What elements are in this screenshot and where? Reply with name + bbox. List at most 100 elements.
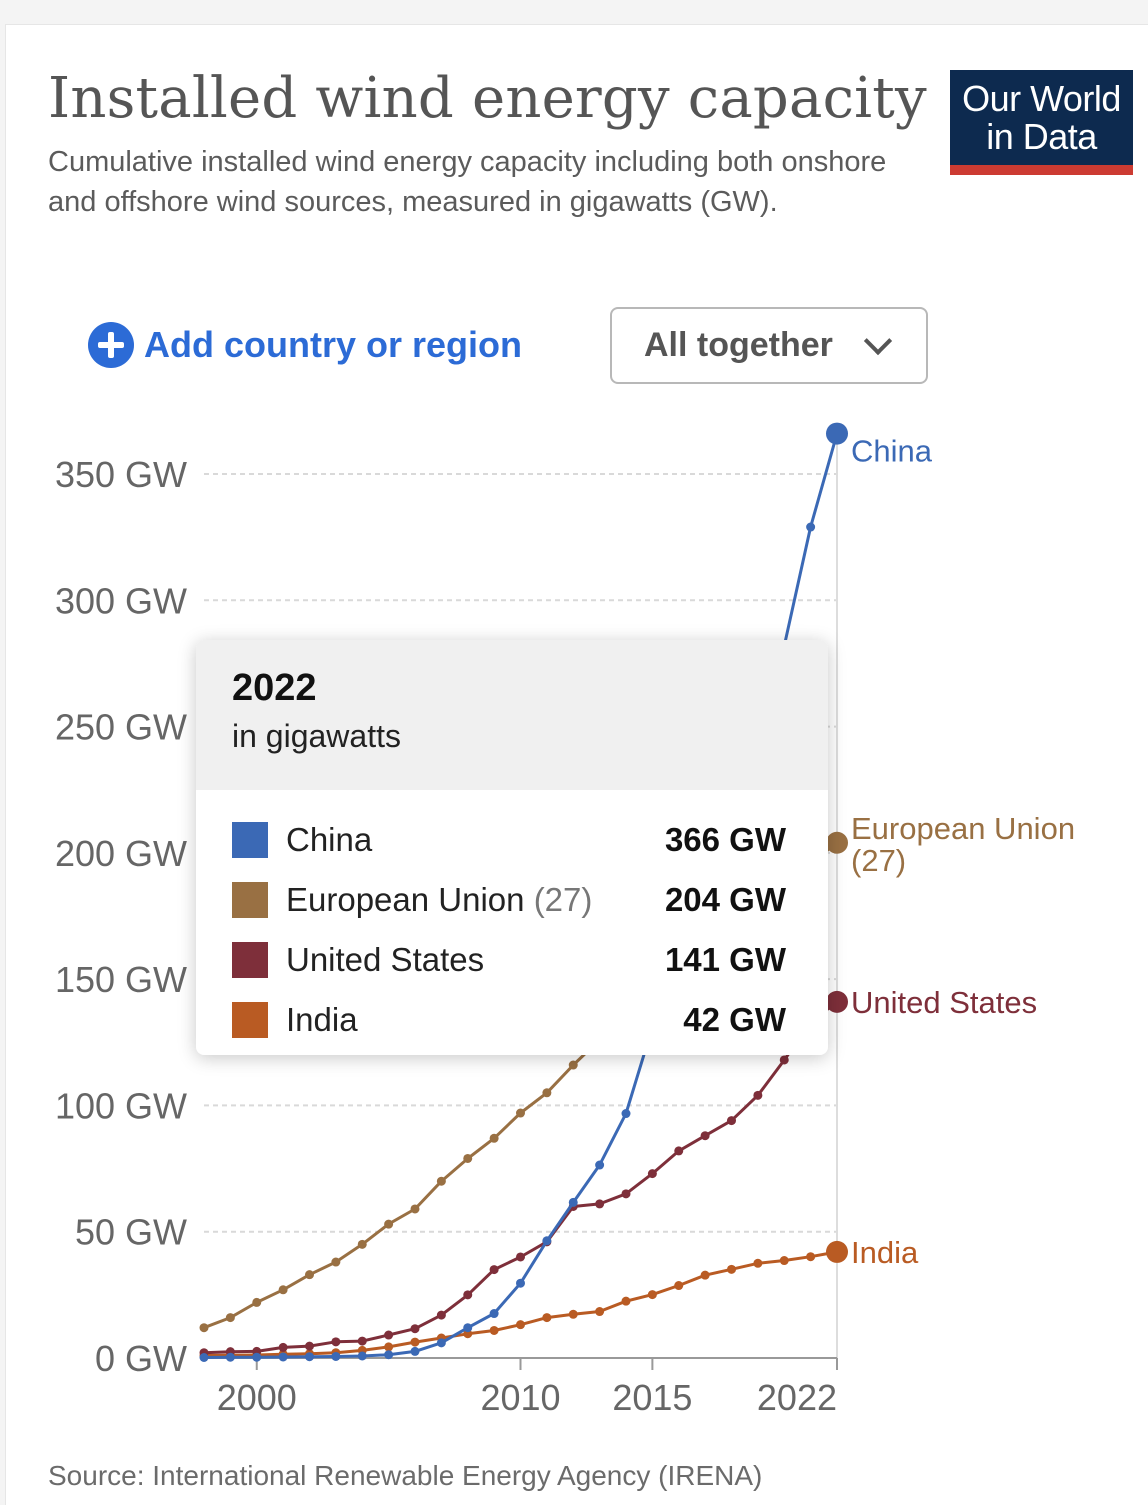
facet-dropdown[interactable]: All together (610, 307, 928, 384)
add-country-button[interactable]: Add country or region (88, 320, 522, 370)
tooltip-series-value: 42 GW (683, 1001, 786, 1038)
legend-swatch-india (232, 1002, 268, 1038)
data-point (674, 1146, 684, 1156)
legend-swatch-us (232, 942, 268, 978)
tooltip-year: 2022 (232, 667, 317, 709)
data-point (753, 1090, 763, 1100)
data-point (463, 1323, 473, 1333)
x-tick-label: 2010 (480, 1377, 560, 1418)
tooltip-row-us: United States 141 GW (196, 930, 828, 990)
data-point (516, 1108, 525, 1118)
data-point (410, 1346, 420, 1356)
y-tick-label: 350 GW (55, 454, 187, 495)
plus-circle-icon (88, 322, 134, 368)
tooltip: 2022 in gigawatts China 366 GW European … (196, 640, 828, 1055)
tooltip-series-name: European Union (286, 881, 525, 918)
owid-logo[interactable]: Our World in Data (950, 70, 1133, 175)
data-point (384, 1350, 394, 1360)
tooltip-series-suffix: (27) (533, 881, 593, 918)
data-point (516, 1252, 525, 1262)
data-point (357, 1336, 367, 1346)
data-point (595, 1160, 605, 1170)
add-country-label: Add country or region (144, 324, 522, 365)
data-point (700, 1131, 710, 1141)
logo-line-1: Our World (962, 77, 1121, 119)
data-point (278, 1342, 288, 1352)
data-point (357, 1351, 367, 1361)
tooltip-series-name: China (286, 821, 373, 858)
data-point (331, 1257, 341, 1267)
data-point (700, 1270, 710, 1280)
data-point (436, 1338, 446, 1348)
data-point (489, 1309, 499, 1319)
series-end-label: China (851, 434, 933, 469)
x-tick-label: 2015 (612, 1377, 692, 1418)
tooltip-series-name: India (286, 1001, 358, 1038)
data-point (542, 1088, 552, 1098)
series-end-marker (826, 1240, 848, 1263)
data-point (199, 1352, 209, 1362)
data-point (516, 1278, 525, 1288)
data-point (568, 1197, 578, 1207)
data-point (621, 1296, 631, 1306)
data-point (595, 1199, 605, 1209)
data-point (727, 1264, 736, 1274)
data-point (436, 1176, 446, 1186)
data-point (568, 1309, 578, 1319)
data-point (647, 1290, 657, 1300)
data-point (410, 1337, 420, 1347)
data-point (463, 1290, 473, 1300)
data-point (621, 1109, 631, 1119)
data-point (410, 1204, 420, 1214)
legend-swatch-china (232, 822, 268, 858)
tooltip-series-value: 141 GW (664, 941, 786, 978)
data-point (647, 1169, 657, 1179)
data-point (252, 1297, 262, 1307)
series-line (203, 1250, 838, 1357)
data-point (225, 1352, 235, 1362)
data-point (516, 1320, 525, 1330)
y-tick-label: 50 GW (75, 1212, 187, 1253)
dropdown-value: All together (644, 326, 833, 364)
y-tick-label: 150 GW (55, 959, 187, 1000)
data-point (199, 1323, 209, 1333)
data-point (410, 1324, 420, 1334)
data-point (384, 1330, 394, 1340)
data-point (384, 1219, 394, 1229)
logo-line-2: in Data (986, 115, 1097, 157)
series-end-label: India (851, 1235, 919, 1270)
data-point (489, 1265, 499, 1275)
data-point (779, 1256, 789, 1266)
source-note: Source: International Renewable Energy A… (48, 1460, 763, 1491)
tooltip-row-china: China 366 GW (196, 810, 828, 870)
tooltip-header: 2022 in gigawatts (196, 640, 828, 790)
data-point (225, 1313, 235, 1323)
data-point (595, 1307, 605, 1317)
data-point (674, 1281, 684, 1291)
tooltip-row-india: India 42 GW (196, 990, 828, 1050)
data-point (357, 1239, 367, 1249)
tooltip-series-name: United States (286, 941, 485, 978)
data-point (305, 1352, 314, 1362)
data-point (727, 1116, 736, 1126)
tooltip-series-value: 366 GW (664, 821, 786, 858)
data-point (542, 1236, 552, 1246)
data-point (806, 522, 816, 532)
data-point (806, 1252, 816, 1262)
data-point (542, 1313, 552, 1323)
legend-swatch-eu (232, 882, 268, 918)
data-point (305, 1270, 314, 1280)
data-point (489, 1325, 499, 1335)
data-point (278, 1352, 288, 1362)
y-tick-label: 0 GW (95, 1338, 187, 1379)
series-end-label-suffix: (27) (851, 843, 906, 878)
series-end-marker (826, 990, 848, 1013)
data-point (384, 1342, 394, 1352)
tooltip-rows: China 366 GW European Union (27) 204 GW … (196, 790, 828, 1050)
y-tick-label: 300 GW (55, 580, 187, 621)
data-point (305, 1341, 314, 1351)
x-tick-label: 2000 (217, 1377, 297, 1418)
y-tick-label: 200 GW (55, 833, 187, 874)
data-point (278, 1285, 288, 1295)
